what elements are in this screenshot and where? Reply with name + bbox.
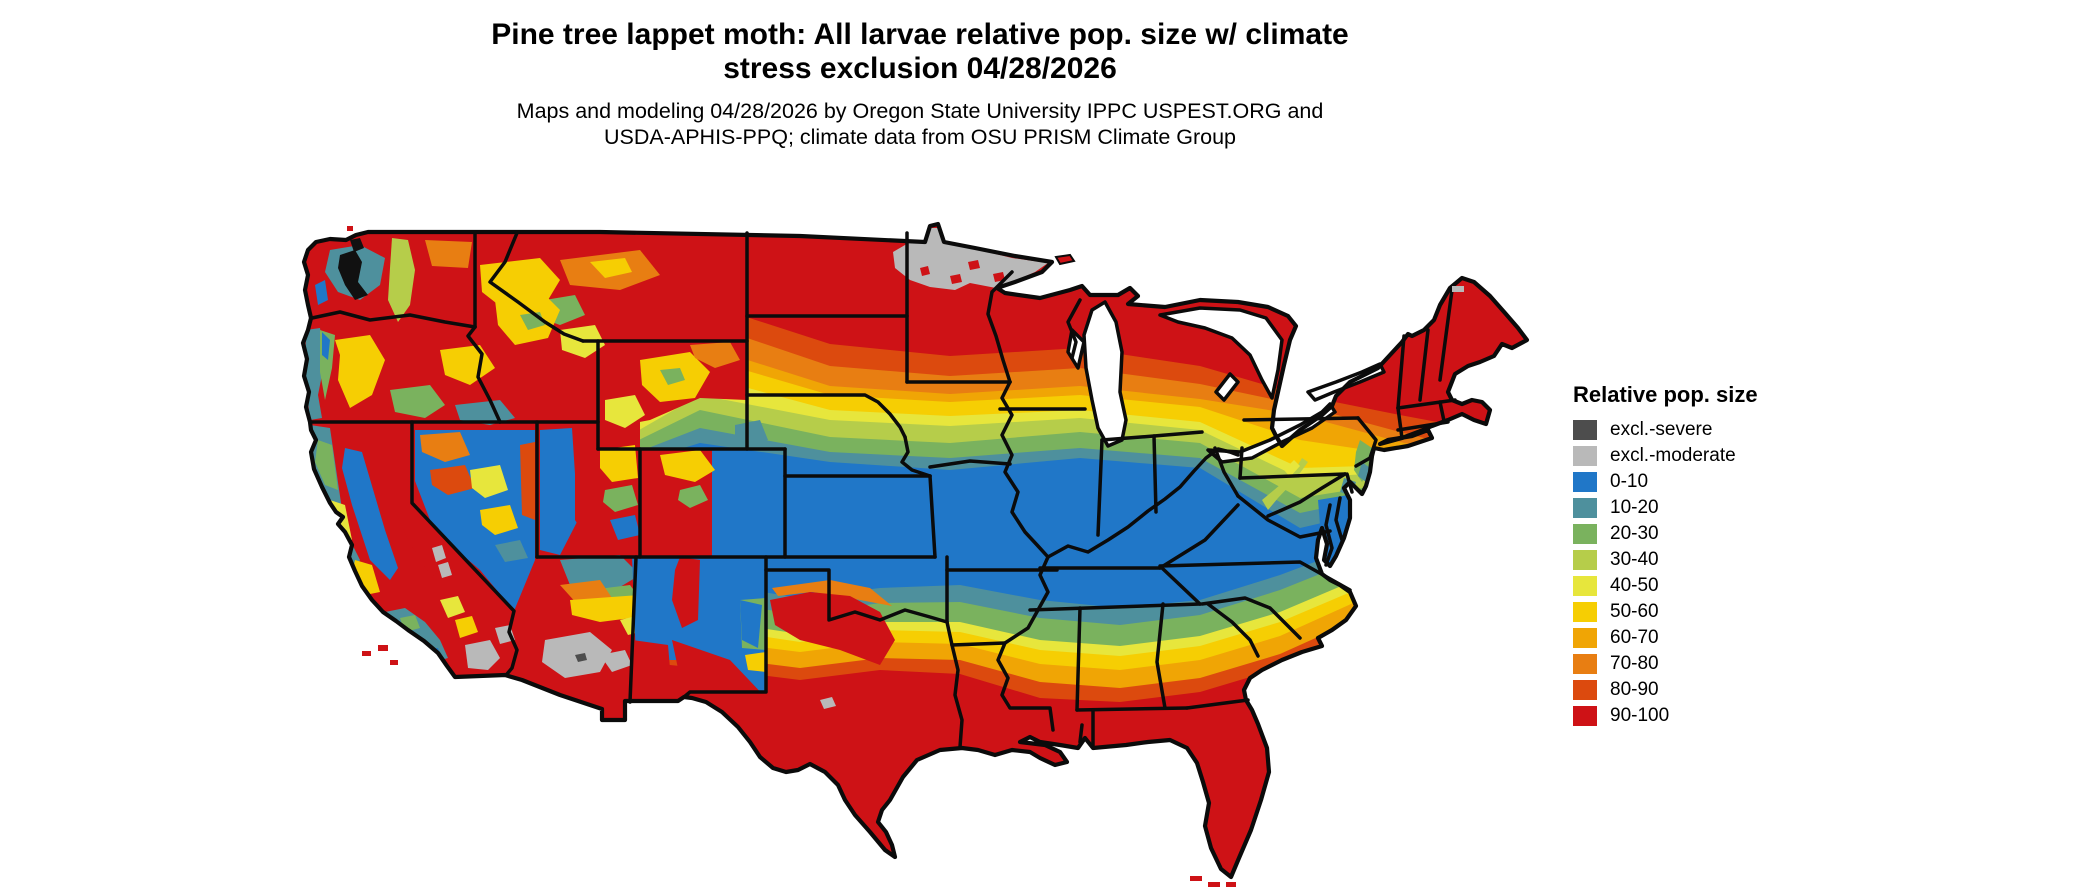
legend-swatch — [1573, 654, 1597, 674]
subtitle-line-2: USDA-APHIS-PPQ; climate data from OSU PR… — [603, 125, 1237, 149]
legend-swatch — [1573, 524, 1597, 544]
legend-label: 70-80 — [1610, 653, 1659, 674]
legend-label: 60-70 — [1610, 627, 1659, 648]
legend-label: 40-50 — [1610, 575, 1659, 596]
legend-label: 90-100 — [1610, 705, 1670, 726]
legend-label: 10-20 — [1610, 497, 1659, 518]
legend-label: 50-60 — [1610, 601, 1659, 622]
legend-label: 30-40 — [1610, 549, 1659, 570]
imperial-exclusion-patch — [465, 640, 500, 670]
legend-item: 90-100 — [1573, 703, 1873, 729]
legend-swatch — [1573, 446, 1597, 466]
figure-header: Pine tree lappet moth: All larvae relati… — [340, 18, 1500, 150]
legend-title: Relative pop. size — [1573, 382, 1758, 407]
puget-sound — [338, 250, 368, 300]
isle-royale — [1054, 253, 1076, 266]
florida-keys — [1208, 882, 1220, 887]
islands-and-extras — [338, 226, 1464, 887]
channel-island — [378, 645, 388, 651]
legend-swatch — [1573, 680, 1597, 700]
excl-severe-speck — [575, 653, 587, 662]
legend-item: 10-20 — [1573, 495, 1873, 521]
sierra-nevada — [385, 455, 445, 578]
legend-label: 80-90 — [1610, 679, 1659, 700]
title-line-2: stress exclusion 04/28/2026 — [723, 52, 1117, 85]
legend-item: excl.-severe — [1573, 417, 1873, 443]
legend-item: 80-90 — [1573, 677, 1873, 703]
legend-item: 30-40 — [1573, 547, 1873, 573]
subtitle-line-1: Maps and modeling 04/28/2026 by Oregon S… — [516, 99, 1324, 123]
legend: Relative pop. size excl.-severe excl.-mo… — [1573, 382, 1873, 729]
legend-label: 20-30 — [1610, 523, 1659, 544]
legend-swatch — [1573, 550, 1597, 570]
texas-red-bulge — [770, 592, 895, 665]
figure-subtitle: Maps and modeling 04/28/2026 by Oregon S… — [340, 98, 1500, 150]
legend-item: 40-50 — [1573, 573, 1873, 599]
title-line-1: Pine tree lappet moth: All larvae relati… — [491, 18, 1349, 51]
state-borders — [308, 231, 1457, 750]
channel-island — [390, 660, 398, 665]
strait-island-speck — [347, 226, 353, 231]
page-title: Pine tree lappet moth: All larvae relati… — [340, 18, 1500, 86]
legend-item: 20-30 — [1573, 521, 1873, 547]
chesapeake-bay — [1324, 503, 1334, 567]
legend-item: excl.-moderate — [1573, 443, 1873, 469]
channel-island — [362, 651, 371, 656]
florida-keys — [1190, 876, 1202, 881]
lake-michigan — [1082, 300, 1128, 448]
legend-item: 70-80 — [1573, 651, 1873, 677]
legend-swatch — [1573, 706, 1597, 726]
legend-swatch — [1573, 602, 1597, 622]
legend-label: 0-10 — [1610, 471, 1649, 492]
legend-swatch — [1573, 472, 1597, 492]
maine-exclusion-speck — [1452, 286, 1464, 292]
legend-item: 0-10 — [1573, 469, 1873, 495]
legend-swatch — [1573, 420, 1597, 440]
saginaw-bay — [1214, 372, 1240, 402]
lake-huron — [1158, 306, 1284, 400]
legend-item: 50-60 — [1573, 599, 1873, 625]
central-valley — [342, 448, 398, 580]
legend-swatch — [1573, 628, 1597, 648]
florida-keys — [1226, 882, 1236, 887]
legend-label: excl.-moderate — [1610, 445, 1736, 466]
us-outline — [300, 221, 1530, 880]
mobile-bay — [1078, 723, 1084, 744]
legend-item: 60-70 — [1573, 625, 1873, 651]
legend-swatch — [1573, 576, 1597, 596]
appalachian-streak — [1262, 458, 1308, 510]
legend-swatch — [1573, 498, 1597, 518]
legend-label: excl.-severe — [1610, 419, 1713, 440]
